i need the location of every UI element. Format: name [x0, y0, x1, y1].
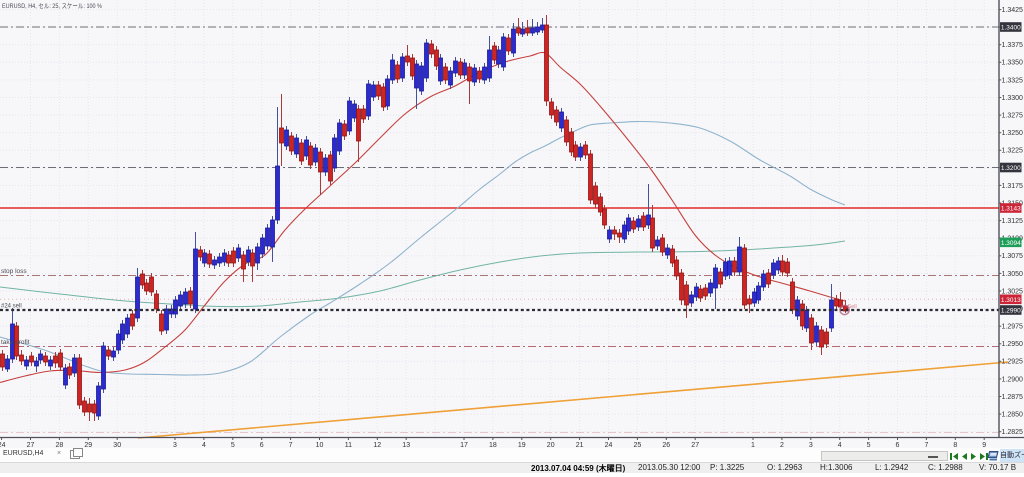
svg-text:1.3400: 1.3400 — [1001, 25, 1021, 32]
svg-text:1.3375: 1.3375 — [1002, 42, 1024, 49]
svg-text:3: 3 — [809, 442, 813, 449]
svg-text:1.2990: 1.2990 — [1001, 308, 1021, 315]
svg-text:1.3275: 1.3275 — [1002, 113, 1024, 120]
svg-text:1.2975: 1.2975 — [1002, 324, 1024, 331]
svg-text:20: 20 — [547, 442, 555, 449]
svg-text:1.3094: 1.3094 — [1001, 240, 1021, 247]
svg-text:5: 5 — [867, 442, 871, 449]
svg-text:13: 13 — [402, 442, 410, 449]
svg-text:1.2825: 1.2825 — [1002, 429, 1024, 436]
svg-text:29: 29 — [84, 442, 92, 449]
svg-text:1.3013: 1.3013 — [1001, 297, 1021, 304]
svg-text:4: 4 — [838, 442, 842, 449]
svg-text:28: 28 — [56, 442, 64, 449]
svg-text:3: 3 — [173, 442, 177, 449]
svg-text:stop loss: stop loss — [1, 268, 27, 275]
svg-text:1.2900: 1.2900 — [1002, 376, 1024, 383]
svg-text:7: 7 — [289, 442, 293, 449]
svg-text:8: 8 — [953, 442, 957, 449]
svg-text:1.3425: 1.3425 — [1002, 7, 1024, 14]
svg-text:19: 19 — [518, 442, 526, 449]
svg-text:1.3250: 1.3250 — [1002, 130, 1024, 137]
svg-text:1.3200: 1.3200 — [1001, 165, 1021, 172]
svg-text:26: 26 — [662, 442, 670, 449]
svg-text:1.3075: 1.3075 — [1002, 253, 1024, 260]
svg-text:Sell: Sell — [848, 304, 857, 310]
svg-text:1.3175: 1.3175 — [1002, 183, 1024, 190]
svg-text:1.3350: 1.3350 — [1002, 60, 1024, 67]
svg-text:#24 sell: #24 sell — [1, 304, 22, 310]
svg-text:take profit: take profit — [1, 339, 30, 346]
svg-text:1.3300: 1.3300 — [1002, 95, 1024, 102]
svg-text:1.3225: 1.3225 — [1002, 148, 1024, 155]
svg-text:17: 17 — [460, 442, 468, 449]
svg-text:10: 10 — [316, 442, 324, 449]
svg-text:24: 24 — [605, 442, 613, 449]
svg-text:1.3125: 1.3125 — [1002, 218, 1024, 225]
svg-text:1.2925: 1.2925 — [1002, 359, 1024, 366]
svg-text:18: 18 — [489, 442, 497, 449]
svg-text:1.3143: 1.3143 — [1001, 206, 1021, 213]
svg-text:4: 4 — [202, 442, 206, 449]
svg-text:9: 9 — [982, 442, 986, 449]
svg-text:1.3050: 1.3050 — [1002, 271, 1024, 278]
svg-text:1.2850: 1.2850 — [1002, 412, 1024, 419]
svg-text:1.2950: 1.2950 — [1002, 341, 1024, 348]
svg-text:12: 12 — [373, 442, 381, 449]
svg-text:27: 27 — [691, 442, 699, 449]
svg-text:24: 24 — [0, 442, 6, 449]
svg-text:EURUSD, H4, セル: 25, スケール: 100: EURUSD, H4, セル: 25, スケール: 100 % — [2, 2, 102, 10]
svg-text:6: 6 — [896, 442, 900, 449]
svg-text:5: 5 — [231, 442, 235, 449]
svg-text:6: 6 — [260, 442, 264, 449]
svg-text:1.2875: 1.2875 — [1002, 394, 1024, 401]
svg-text:1.3325: 1.3325 — [1002, 77, 1024, 84]
svg-text:1.3025: 1.3025 — [1002, 288, 1024, 295]
svg-text:7: 7 — [924, 442, 928, 449]
svg-text:1: 1 — [751, 442, 755, 449]
svg-text:30: 30 — [113, 442, 121, 449]
svg-text:11: 11 — [345, 442, 352, 449]
svg-text:25: 25 — [634, 442, 642, 449]
svg-text:27: 27 — [27, 442, 35, 449]
svg-text:2: 2 — [780, 442, 784, 449]
svg-text:21: 21 — [576, 442, 584, 449]
